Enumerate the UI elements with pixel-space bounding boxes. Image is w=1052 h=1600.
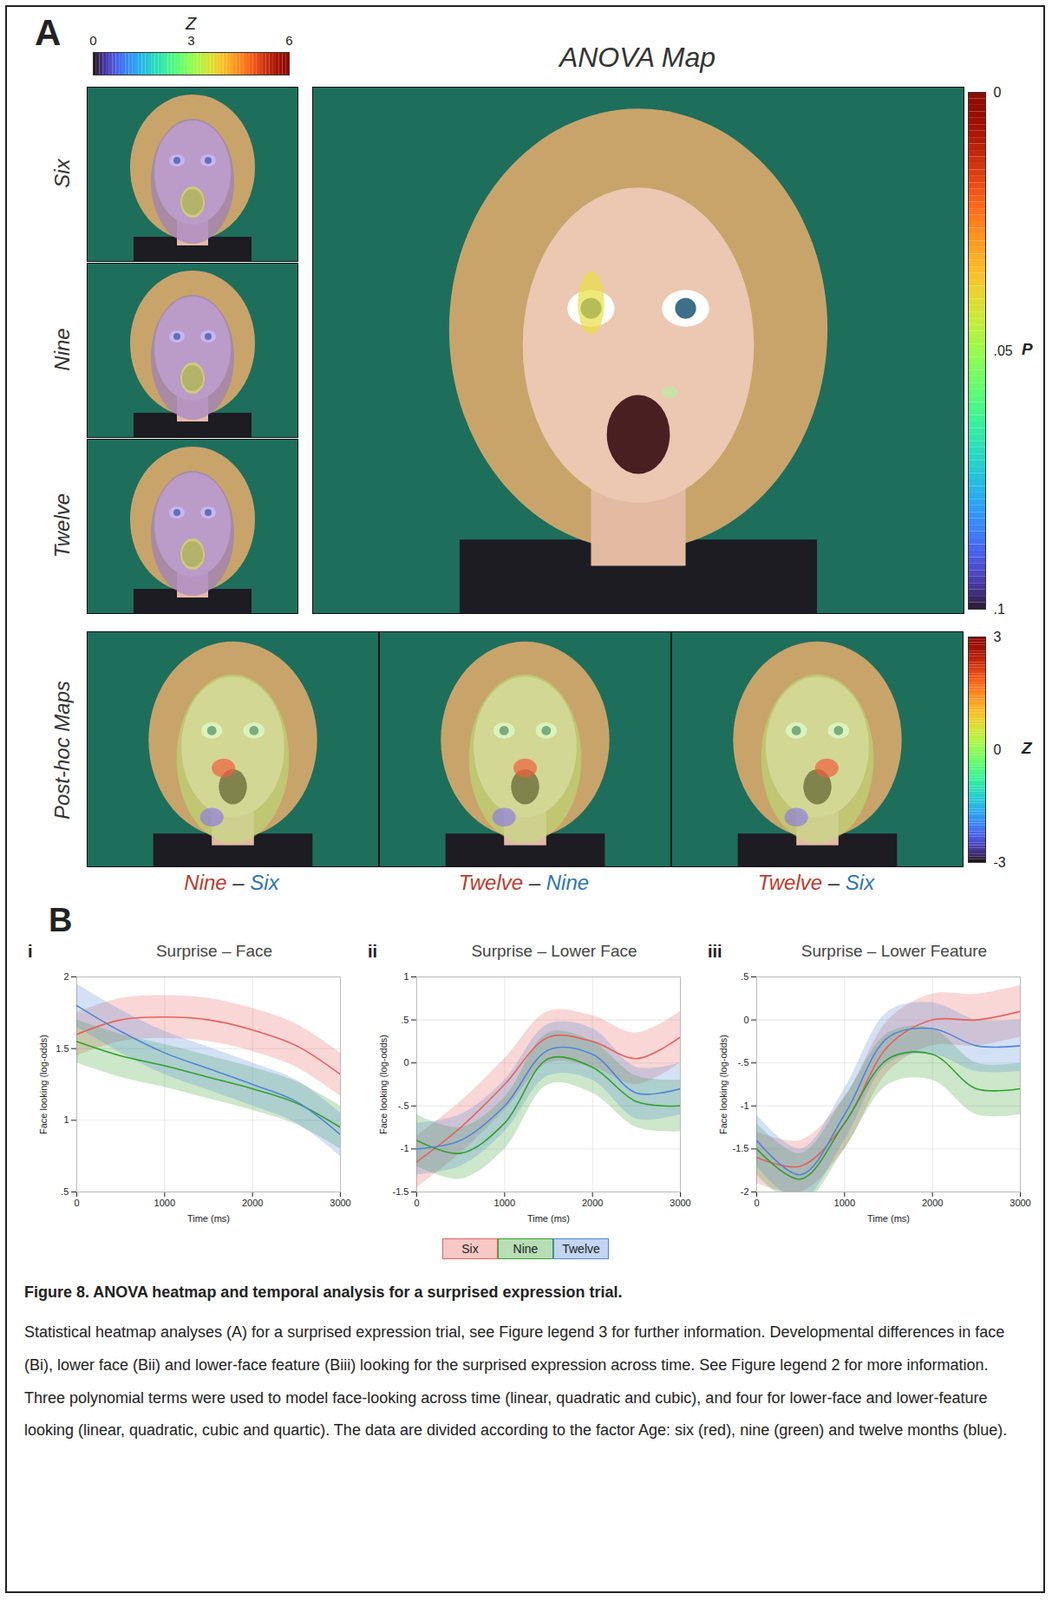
html-text:Twelve: Twelve bbox=[562, 1241, 600, 1256]
html-text:Post-hoc Maps: Post-hoc Maps bbox=[50, 680, 74, 820]
svg-text:Time (ms): Time (ms) bbox=[867, 1213, 910, 1224]
svg-text:3: 3 bbox=[993, 629, 1002, 645]
svg-text:3000: 3000 bbox=[669, 1197, 691, 1209]
svg-text:2: 2 bbox=[63, 971, 69, 982]
html-text:A: A bbox=[34, 12, 61, 53]
svg-text:-1.5: -1.5 bbox=[392, 1186, 410, 1197]
svg-text:0: 0 bbox=[89, 32, 97, 48]
svg-text:-1: -1 bbox=[740, 1100, 750, 1111]
svg-text:-2: -2 bbox=[740, 1186, 750, 1197]
html-text:P: P bbox=[1021, 339, 1033, 359]
svg-text:Face looking (log-odds): Face looking (log-odds) bbox=[718, 1034, 729, 1135]
svg-text:.05: .05 bbox=[993, 343, 1013, 359]
html-text:Surprise – Lower Feature: Surprise – Lower Feature bbox=[801, 941, 988, 961]
html-text:Z: Z bbox=[1021, 738, 1032, 758]
html-text:Nine: Nine bbox=[513, 1241, 539, 1256]
html-text:Nine – Six: Nine – Six bbox=[184, 870, 280, 895]
svg-text:.5: .5 bbox=[400, 1014, 409, 1026]
html-text:B: B bbox=[48, 901, 73, 939]
html-text:Nine: Nine bbox=[50, 328, 74, 371]
svg-text:-1.5: -1.5 bbox=[732, 1143, 750, 1154]
svg-text:.5: .5 bbox=[740, 971, 749, 982]
svg-text:Face looking (log-odds): Face looking (log-odds) bbox=[38, 1034, 49, 1135]
html-text:Surprise – Lower Face: Surprise – Lower Face bbox=[471, 941, 638, 961]
svg-text:0: 0 bbox=[413, 1197, 419, 1209]
svg-text:1: 1 bbox=[63, 1114, 69, 1125]
svg-text:2000: 2000 bbox=[241, 1197, 263, 1209]
svg-text:0: 0 bbox=[743, 1014, 749, 1026]
svg-text:3000: 3000 bbox=[329, 1197, 351, 1209]
svg-text:1000: 1000 bbox=[154, 1197, 176, 1209]
svg-text:3: 3 bbox=[187, 32, 195, 48]
html-text:Six: Six bbox=[50, 158, 74, 188]
svg-text:1.5: 1.5 bbox=[55, 1043, 69, 1054]
svg-text:-3: -3 bbox=[993, 855, 1007, 870]
svg-text:Time (ms): Time (ms) bbox=[187, 1213, 230, 1224]
svg-text:0: 0 bbox=[993, 84, 1002, 100]
html-text:Twelve – Six: Twelve – Six bbox=[757, 870, 875, 895]
svg-text:1: 1 bbox=[403, 971, 409, 982]
html-text:Six: Six bbox=[461, 1241, 479, 1256]
html-text:Figure 8. ANOVA heatmap and te: Figure 8. ANOVA heatmap and temporal ana… bbox=[24, 1283, 623, 1301]
svg-text:0: 0 bbox=[403, 1057, 409, 1068]
svg-text:Time (ms): Time (ms) bbox=[527, 1213, 570, 1224]
svg-text:2000: 2000 bbox=[581, 1197, 603, 1209]
svg-text:0: 0 bbox=[993, 742, 1002, 758]
svg-text:1000: 1000 bbox=[494, 1197, 516, 1209]
svg-text:.1: .1 bbox=[993, 601, 1006, 617]
svg-text:3000: 3000 bbox=[1009, 1197, 1031, 1209]
svg-text:-.5: -.5 bbox=[398, 1100, 410, 1111]
svg-text:.5: .5 bbox=[60, 1186, 69, 1197]
svg-text:-.5: -.5 bbox=[738, 1057, 750, 1068]
html-text:iii: iii bbox=[707, 941, 723, 961]
html-text:Statistical heatmap analyses (: Statistical heatmap analyses (A) for a s… bbox=[24, 1323, 1008, 1440]
html-text:ii: ii bbox=[367, 941, 378, 961]
html-text:Twelve – Nine: Twelve – Nine bbox=[458, 870, 589, 895]
svg-text:0: 0 bbox=[753, 1197, 759, 1209]
svg-text:1000: 1000 bbox=[834, 1197, 856, 1209]
svg-text:0: 0 bbox=[73, 1197, 79, 1209]
svg-text:2000: 2000 bbox=[921, 1197, 943, 1209]
svg-text:-1: -1 bbox=[400, 1143, 410, 1154]
html-text:i: i bbox=[27, 941, 33, 961]
html-text:Z: Z bbox=[185, 13, 197, 33]
svg-text:Face looking (log-odds): Face looking (log-odds) bbox=[378, 1034, 389, 1135]
html-text:ANOVA Map: ANOVA Map bbox=[559, 41, 716, 73]
svg-text:6: 6 bbox=[285, 32, 293, 48]
html-text:Surprise – Face: Surprise – Face bbox=[156, 941, 273, 961]
html-text:Twelve: Twelve bbox=[50, 493, 74, 558]
